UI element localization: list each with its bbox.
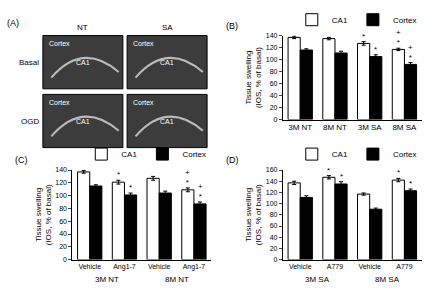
svg-text:Cortex: Cortex xyxy=(393,150,417,159)
svg-text:3M NT: 3M NT xyxy=(95,275,119,284)
svg-text:100: 100 xyxy=(266,56,278,63)
svg-text:Cortex: Cortex xyxy=(49,40,70,47)
svg-text:CA1: CA1 xyxy=(121,150,137,159)
svg-text:OGD: OGD xyxy=(21,117,39,126)
svg-text:0: 0 xyxy=(274,256,278,263)
svg-text:20: 20 xyxy=(59,243,67,250)
svg-text:8M SA: 8M SA xyxy=(375,275,400,284)
svg-text:160: 160 xyxy=(266,166,278,173)
svg-text:20: 20 xyxy=(270,245,278,252)
svg-text:A779: A779 xyxy=(396,263,412,270)
svg-text:3M SA: 3M SA xyxy=(305,275,330,284)
svg-text:40: 40 xyxy=(270,92,278,99)
svg-text:0: 0 xyxy=(274,116,278,123)
svg-text:Basal: Basal xyxy=(19,58,39,67)
svg-text:CA1: CA1 xyxy=(332,16,348,25)
svg-text:Cortex: Cortex xyxy=(393,16,417,25)
svg-text:CA1: CA1 xyxy=(76,118,90,125)
svg-text:100: 100 xyxy=(266,200,278,207)
svg-text:(B): (B) xyxy=(226,21,238,31)
svg-text:120: 120 xyxy=(266,44,278,51)
svg-text:SA: SA xyxy=(162,23,173,32)
svg-text:100: 100 xyxy=(55,192,67,199)
svg-text:Cortex: Cortex xyxy=(133,99,154,106)
svg-text:Tissue swelling(IOS, % of basa: Tissue swelling(IOS, % of basal) xyxy=(244,184,263,245)
svg-text:+*: +* xyxy=(198,182,203,201)
svg-text:(A): (A) xyxy=(7,18,19,28)
svg-text:8M NT: 8M NT xyxy=(165,275,189,284)
svg-text:CA1: CA1 xyxy=(160,59,174,66)
svg-text:Cortex: Cortex xyxy=(182,150,206,159)
svg-text:120: 120 xyxy=(266,189,278,196)
svg-text:Vehicle: Vehicle xyxy=(358,263,381,270)
svg-text:*: * xyxy=(362,32,365,41)
svg-text:CA1: CA1 xyxy=(160,118,174,125)
svg-text:+*: +* xyxy=(396,28,401,47)
svg-text:80: 80 xyxy=(59,205,67,212)
svg-text:*: * xyxy=(117,170,120,179)
svg-text:Ang1-7: Ang1-7 xyxy=(183,263,206,271)
svg-text:60: 60 xyxy=(270,80,278,87)
svg-text:*: * xyxy=(327,166,330,175)
svg-text:*: * xyxy=(129,183,132,192)
svg-text:120: 120 xyxy=(55,179,67,186)
svg-text:*: * xyxy=(397,168,400,177)
svg-text:140: 140 xyxy=(266,32,278,39)
svg-text:+*: +* xyxy=(408,43,413,62)
svg-text:8M NT: 8M NT xyxy=(323,123,347,132)
svg-text:60: 60 xyxy=(270,222,278,229)
svg-text:*: * xyxy=(374,45,377,54)
svg-text:40: 40 xyxy=(270,234,278,241)
svg-text:Ang1-7: Ang1-7 xyxy=(113,263,136,271)
svg-text:3M NT: 3M NT xyxy=(288,123,312,132)
svg-text:(D): (D) xyxy=(226,155,239,165)
svg-text:3M SA: 3M SA xyxy=(358,123,383,132)
svg-text:CA1: CA1 xyxy=(332,150,348,159)
svg-text:8M SA: 8M SA xyxy=(392,123,417,132)
svg-text:+*: +* xyxy=(185,168,190,187)
svg-text:Vehicle: Vehicle xyxy=(78,263,101,270)
svg-text:Cortex: Cortex xyxy=(49,99,70,106)
svg-text:Tissue swelling(IOS, % of basa: Tissue swelling(IOS, % of basal) xyxy=(34,184,53,245)
svg-text:Vehicle: Vehicle xyxy=(148,263,171,270)
svg-text:60: 60 xyxy=(59,218,67,225)
svg-text:80: 80 xyxy=(270,211,278,218)
svg-text:NT: NT xyxy=(77,23,88,32)
svg-text:140: 140 xyxy=(55,166,67,173)
svg-text:*: * xyxy=(340,172,343,181)
svg-text:A779: A779 xyxy=(327,263,343,270)
svg-text:80: 80 xyxy=(270,68,278,75)
svg-text:(C): (C) xyxy=(15,155,28,165)
svg-text:CA1: CA1 xyxy=(76,59,90,66)
svg-text:140: 140 xyxy=(266,178,278,185)
svg-text:Vehicle: Vehicle xyxy=(289,263,312,270)
svg-text:20: 20 xyxy=(270,104,278,111)
svg-text:Cortex: Cortex xyxy=(133,40,154,47)
svg-text:*: * xyxy=(409,179,412,188)
svg-text:Tissue swelling(IOS, % of basa: Tissue swelling(IOS, % of basal) xyxy=(244,47,263,108)
svg-text:0: 0 xyxy=(63,256,67,263)
svg-text:40: 40 xyxy=(59,230,67,237)
